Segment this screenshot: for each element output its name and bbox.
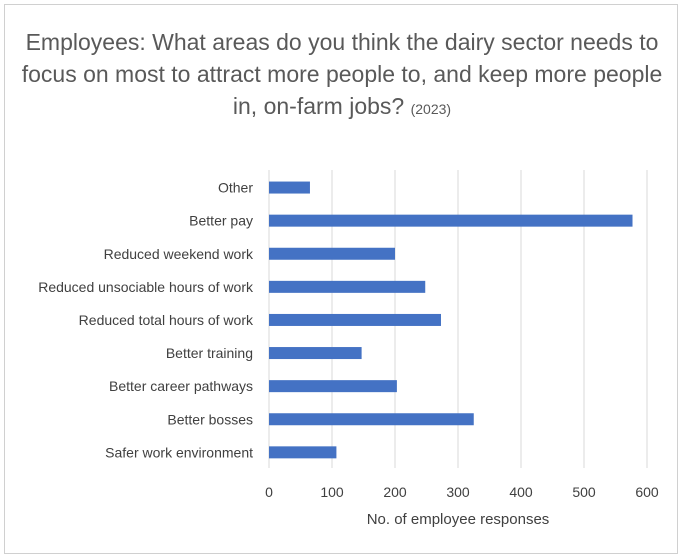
bar: [269, 347, 362, 360]
chart-title-text: Employees: What areas do you think the d…: [21, 29, 663, 119]
x-tick-label: 500: [572, 484, 596, 500]
bar: [269, 181, 310, 194]
category-label: Better bosses: [167, 411, 253, 427]
bar: [269, 446, 337, 459]
bars: [269, 181, 633, 459]
bar: [269, 413, 474, 426]
x-tick-label: 600: [635, 484, 659, 500]
chart-subtitle: (2023): [410, 101, 452, 117]
category-label: Reduced weekend work: [104, 246, 254, 262]
chart-title: Employees: What areas do you think the d…: [20, 26, 664, 125]
category-label: Better career pathways: [109, 378, 253, 394]
category-label: Reduced unsociable hours of work: [38, 279, 254, 295]
category-label: Reduced total hours of work: [79, 312, 254, 328]
category-label: Better training: [166, 345, 253, 361]
x-axis-title: No. of employee responses: [367, 511, 550, 528]
x-tick-label: 200: [383, 484, 407, 500]
x-tick-label: 0: [265, 484, 273, 500]
category-label: Better pay: [189, 213, 253, 229]
chart-frame: [4, 4, 678, 554]
bar: [269, 214, 633, 227]
x-tick-label: 300: [446, 484, 470, 500]
bar: [269, 280, 426, 293]
category-label: Other: [218, 180, 253, 196]
bar: [269, 313, 441, 326]
x-tick-label: 400: [509, 484, 533, 500]
x-tick-label: 100: [320, 484, 344, 500]
bar: [269, 247, 395, 260]
category-label: Safer work environment: [105, 444, 253, 460]
bar: [269, 380, 397, 393]
x-tick-labels: 0 100 200 300 400 500 600: [265, 484, 659, 500]
category-labels: Other Better pay Reduced weekend work Reduc…: [38, 180, 254, 461]
